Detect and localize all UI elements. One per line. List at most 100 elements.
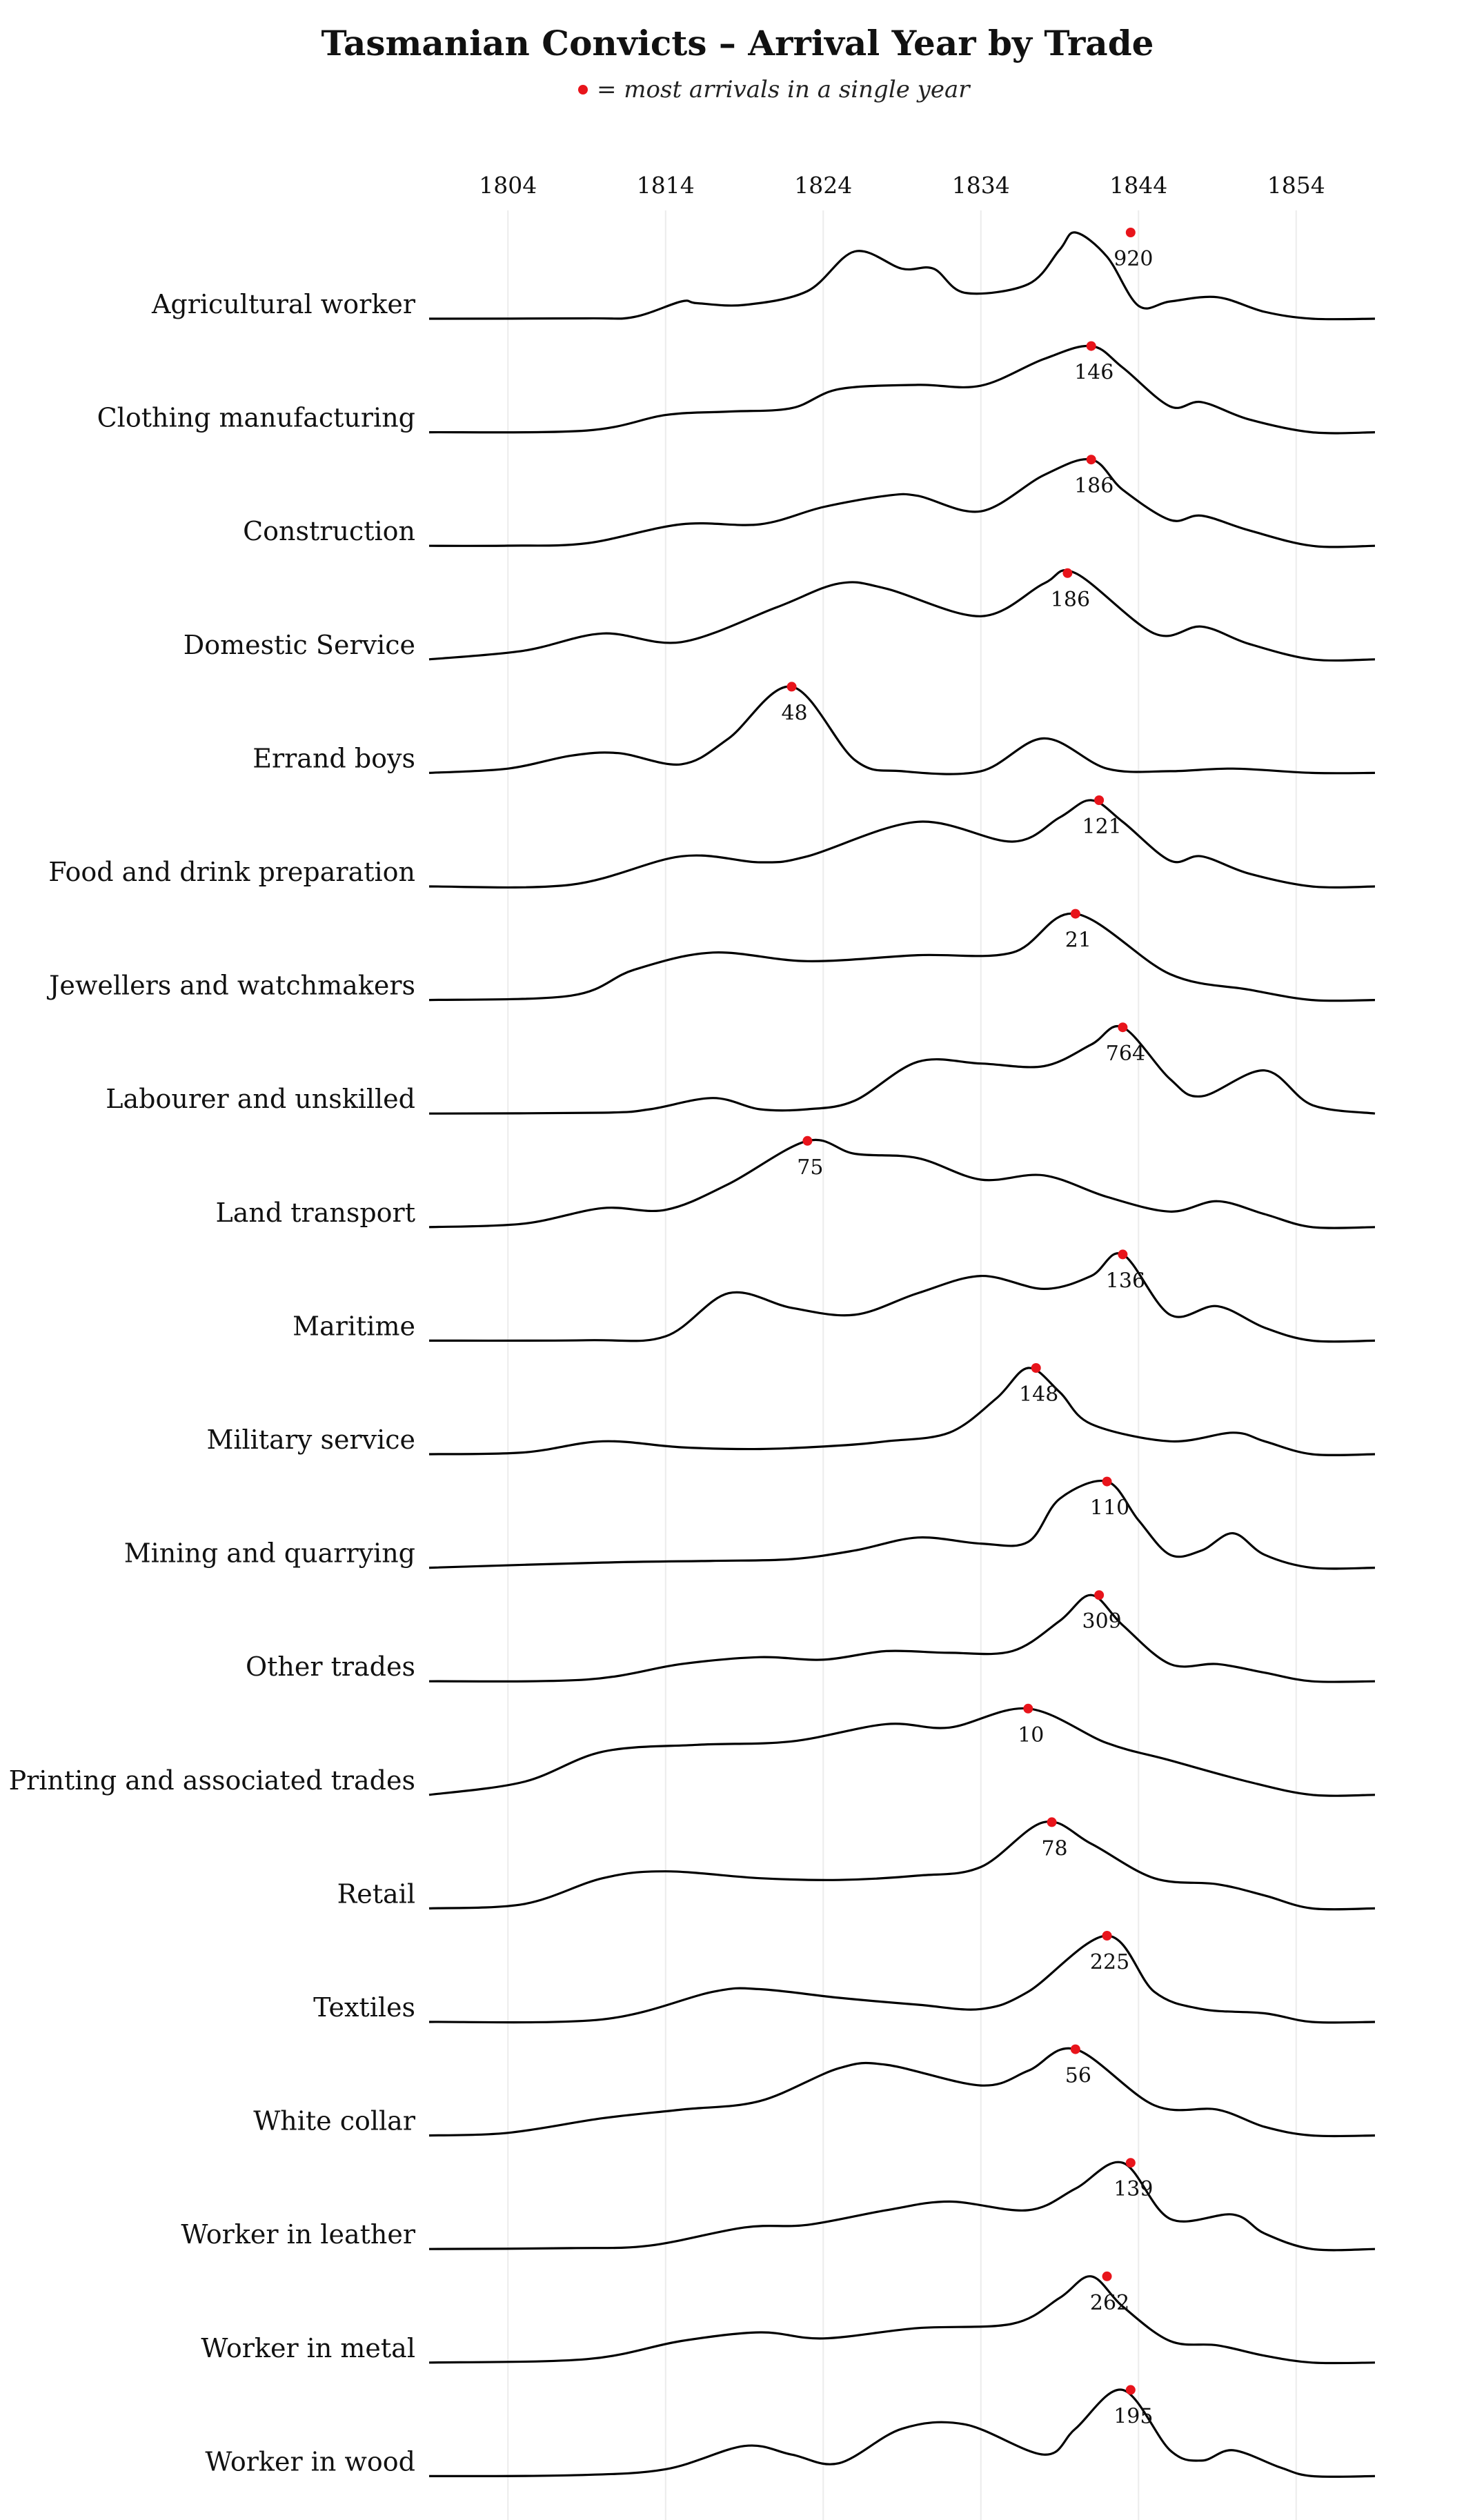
peak-label-maritime: 136	[1106, 1269, 1145, 1293]
peak-label-textiles: 225	[1090, 1950, 1129, 1974]
ridge-construction: Construction 186	[243, 455, 1376, 548]
chart-title: Tasmanian Convicts – Arrival Year by Tra…	[321, 23, 1154, 63]
ridge-land-transport: Land transport 75	[216, 1135, 1376, 1229]
peak-label-land-transport: 75	[797, 1155, 823, 1180]
peak-label-jewellers-and-watchmakers: 21	[1065, 929, 1091, 953]
peak-marker-printing-and-associated-trades	[1023, 1703, 1033, 1714]
ridge-clothing-manufacturing: Clothing manufacturing 146	[97, 341, 1376, 435]
ridge-military-service: Military service 148	[206, 1363, 1376, 1456]
row-label-other-trades: Other trades	[246, 1651, 415, 1682]
row-label-worker-in-leather: Worker in leather	[181, 2219, 416, 2250]
ridge-line-clothing-manufacturing	[428, 344, 1376, 435]
ridge-labourer-and-unskilled: Labourer and unskilled 764	[106, 1022, 1376, 1115]
peak-marker-worker-in-metal	[1102, 2271, 1112, 2281]
ridge-food-and-drink-preparation: Food and drink preparation 121	[48, 795, 1376, 889]
ridge-line-food-and-drink-preparation	[428, 799, 1376, 889]
peak-marker-worker-in-wood	[1125, 2385, 1136, 2395]
row-label-errand-boys: Errand boys	[253, 743, 415, 773]
row-label-white-collar: White collar	[253, 2106, 416, 2136]
ridge-line-other-trades	[428, 1594, 1376, 1683]
row-label-food-and-drink-preparation: Food and drink preparation	[48, 857, 415, 887]
peak-label-retail: 78	[1041, 1836, 1067, 1861]
peak-label-military-service: 148	[1019, 1382, 1058, 1407]
ridge-errand-boys: Errand boys 48	[253, 682, 1376, 775]
x-tick-label-1814: 1814	[637, 172, 695, 199]
ridge-line-jewellers-and-watchmakers	[428, 912, 1376, 1002]
peak-marker-military-service	[1031, 1363, 1041, 1373]
peak-marker-construction	[1086, 455, 1096, 465]
row-label-worker-in-metal: Worker in metal	[201, 2333, 415, 2363]
ridge-printing-and-associated-trades: Printing and associated trades 10	[9, 1703, 1376, 1797]
ridge-line-maritime	[428, 1252, 1376, 1343]
ridge-line-labourer-and-unskilled	[428, 1024, 1376, 1115]
peak-label-worker-in-leather: 139	[1113, 2177, 1153, 2201]
peak-label-errand-boys: 48	[781, 701, 807, 725]
peak-label-printing-and-associated-trades: 10	[1018, 1723, 1044, 1747]
peak-marker-mining-and-quarrying	[1102, 1476, 1112, 1487]
row-label-retail: Retail	[337, 1878, 415, 1909]
x-axis-ticks: 1804 1814 1824 1834 1844 1854	[479, 172, 1325, 199]
ridge-worker-in-leather: Worker in leather 139	[181, 2158, 1376, 2252]
ridge-worker-in-wood: Worker in wood 195	[205, 2385, 1376, 2478]
legend-text: = most arrivals in a single year	[597, 76, 971, 103]
x-tick-label-1824: 1824	[794, 172, 852, 199]
peak-marker-errand-boys	[786, 682, 797, 692]
ridge-line-military-service	[428, 1367, 1376, 1456]
ridge-textiles: Textiles 225	[313, 1931, 1376, 2024]
ridge-other-trades: Other trades 309	[246, 1590, 1376, 1683]
row-label-printing-and-associated-trades: Printing and associated trades	[9, 1765, 415, 1796]
row-label-mining-and-quarrying: Mining and quarrying	[124, 1538, 415, 1569]
row-label-clothing-manufacturing: Clothing manufacturing	[97, 403, 415, 433]
x-tick-label-1844: 1844	[1109, 172, 1167, 199]
ridges: Agricultural worker 920 Clothing manufactu…	[9, 228, 1376, 2478]
peak-label-mining-and-quarrying: 110	[1090, 1496, 1129, 1520]
row-label-construction: Construction	[243, 516, 415, 546]
peak-marker-domestic-service	[1062, 568, 1073, 578]
peak-label-worker-in-wood: 195	[1113, 2404, 1153, 2428]
ridge-line-land-transport	[428, 1138, 1376, 1229]
peak-label-clothing-manufacturing: 146	[1074, 361, 1113, 385]
row-label-agricultural-worker: Agricultural worker	[151, 289, 416, 319]
x-tick-label-1804: 1804	[479, 172, 537, 199]
ridge-line-worker-in-metal	[428, 2275, 1376, 2365]
ridge-line-domestic-service	[428, 569, 1376, 662]
peak-label-domestic-service: 186	[1051, 588, 1090, 612]
ridge-white-collar: White collar 56	[253, 2044, 1376, 2138]
ridge-line-construction	[428, 458, 1376, 548]
peak-label-food-and-drink-preparation: 121	[1082, 815, 1121, 839]
peak-label-other-trades: 309	[1082, 1609, 1121, 1634]
x-gridlines	[507, 210, 1297, 2520]
peak-label-construction: 186	[1074, 474, 1113, 498]
peak-marker-retail	[1047, 1817, 1057, 1827]
x-tick-label-1854: 1854	[1267, 172, 1325, 199]
legend-marker	[578, 85, 588, 95]
row-label-jewellers-and-watchmakers: Jewellers and watchmakers	[46, 971, 415, 1001]
ridge-line-white-collar	[428, 2047, 1376, 2138]
peak-marker-maritime	[1118, 1249, 1128, 1260]
ridge-jewellers-and-watchmakers: Jewellers and watchmakers 21	[46, 909, 1376, 1002]
ridge-line-agricultural-worker	[428, 231, 1376, 321]
row-label-military-service: Military service	[206, 1425, 415, 1455]
ridge-maritime: Maritime 136	[293, 1249, 1376, 1343]
ridge-retail: Retail 78	[337, 1817, 1376, 1911]
peak-marker-white-collar	[1070, 2044, 1080, 2054]
peak-marker-agricultural-worker	[1125, 228, 1136, 237]
ridge-line-errand-boys	[428, 685, 1376, 775]
row-label-worker-in-wood: Worker in wood	[205, 2446, 415, 2477]
row-label-domestic-service: Domestic Service	[184, 630, 415, 660]
ridge-line-worker-in-wood	[428, 2388, 1376, 2478]
ridge-agricultural-worker: Agricultural worker 920	[151, 228, 1376, 321]
peak-label-white-collar: 56	[1065, 2064, 1091, 2088]
ridge-line-textiles	[428, 1934, 1376, 2024]
peak-marker-worker-in-leather	[1125, 2158, 1136, 2168]
row-label-maritime: Maritime	[293, 1311, 415, 1341]
peak-marker-other-trades	[1094, 1590, 1105, 1600]
ridge-line-worker-in-leather	[428, 2161, 1376, 2252]
legend: = most arrivals in a single year	[578, 76, 971, 103]
x-tick-label-1834: 1834	[952, 172, 1010, 199]
peak-marker-food-and-drink-preparation	[1094, 795, 1105, 805]
ridge-line-mining-and-quarrying	[428, 1480, 1376, 1570]
peak-marker-clothing-manufacturing	[1086, 341, 1096, 351]
peak-marker-land-transport	[802, 1135, 813, 1146]
